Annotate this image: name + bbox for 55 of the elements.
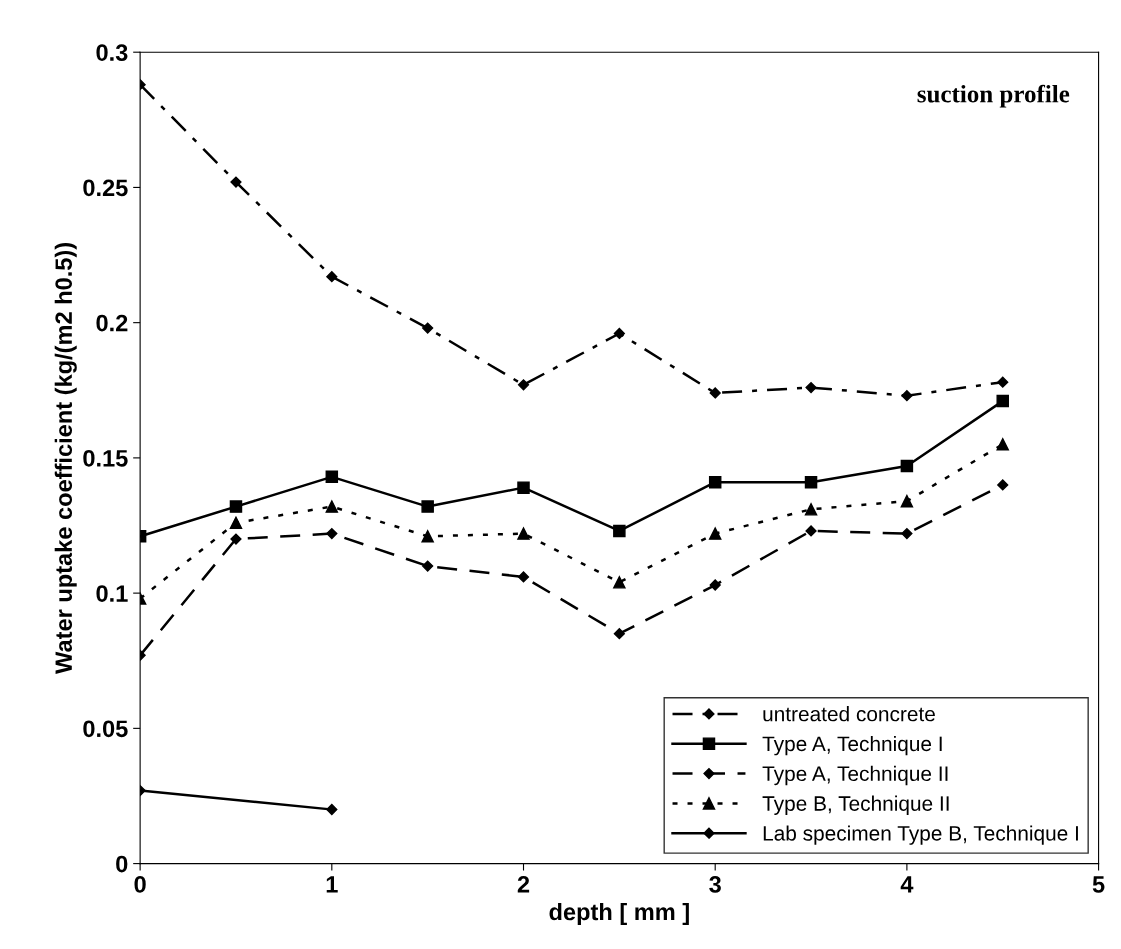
x-axis-title: depth [ mm ] <box>549 902 689 925</box>
point <box>229 500 243 513</box>
point <box>709 579 721 591</box>
y-axis-title: Water uptake coefficient (kg/(m2 h0.5)) <box>54 243 77 674</box>
point <box>805 525 817 537</box>
y-tick-label: 0 <box>116 855 128 873</box>
point <box>325 470 339 484</box>
point <box>613 524 626 538</box>
point <box>708 527 722 540</box>
y-tick-label: 0.1 <box>96 585 128 602</box>
x-tick-label: 1 <box>326 876 338 893</box>
point <box>901 528 913 540</box>
point <box>997 479 1009 491</box>
point <box>517 571 530 583</box>
x-tick-label: 3 <box>709 876 721 893</box>
point <box>325 500 339 513</box>
legend-label: untreated concrete <box>763 706 935 722</box>
point <box>804 475 818 489</box>
point <box>421 500 434 513</box>
point <box>422 560 434 572</box>
legend-label: Type A, Technique II <box>762 765 948 786</box>
point <box>901 390 913 402</box>
point <box>422 322 434 334</box>
y-tick-label: 0.05 <box>83 720 128 738</box>
point <box>997 376 1009 388</box>
point <box>326 528 338 540</box>
point <box>709 387 721 399</box>
y-tick-label: 0.25 <box>83 179 128 197</box>
y-tick-label: 0.15 <box>83 449 128 467</box>
point <box>517 379 530 391</box>
legend-label: Lab specimen Type B, Technique I <box>763 825 1078 845</box>
legend-label: Type A, Technique I <box>762 735 942 756</box>
x-tick-label: 5 <box>1092 876 1105 893</box>
point <box>900 459 914 473</box>
legend-label: Type B, Technique II <box>762 795 949 815</box>
y-tick-label: 0.2 <box>96 314 128 332</box>
annotation: suction profile <box>917 84 1070 108</box>
point <box>613 576 626 589</box>
point <box>421 530 434 543</box>
point <box>326 271 338 283</box>
point <box>805 381 817 394</box>
point <box>900 494 914 508</box>
point <box>517 481 530 494</box>
y-tick-label: 0.3 <box>96 44 128 62</box>
point <box>708 475 722 489</box>
point <box>804 503 818 516</box>
x-tick-label: 2 <box>517 876 530 893</box>
point <box>613 628 625 640</box>
point <box>613 327 625 340</box>
point <box>229 516 243 530</box>
point <box>517 527 530 540</box>
x-tick-label: 4 <box>900 876 914 893</box>
point <box>996 438 1009 451</box>
point <box>996 394 1009 408</box>
x-tick-label: 0 <box>134 876 146 893</box>
